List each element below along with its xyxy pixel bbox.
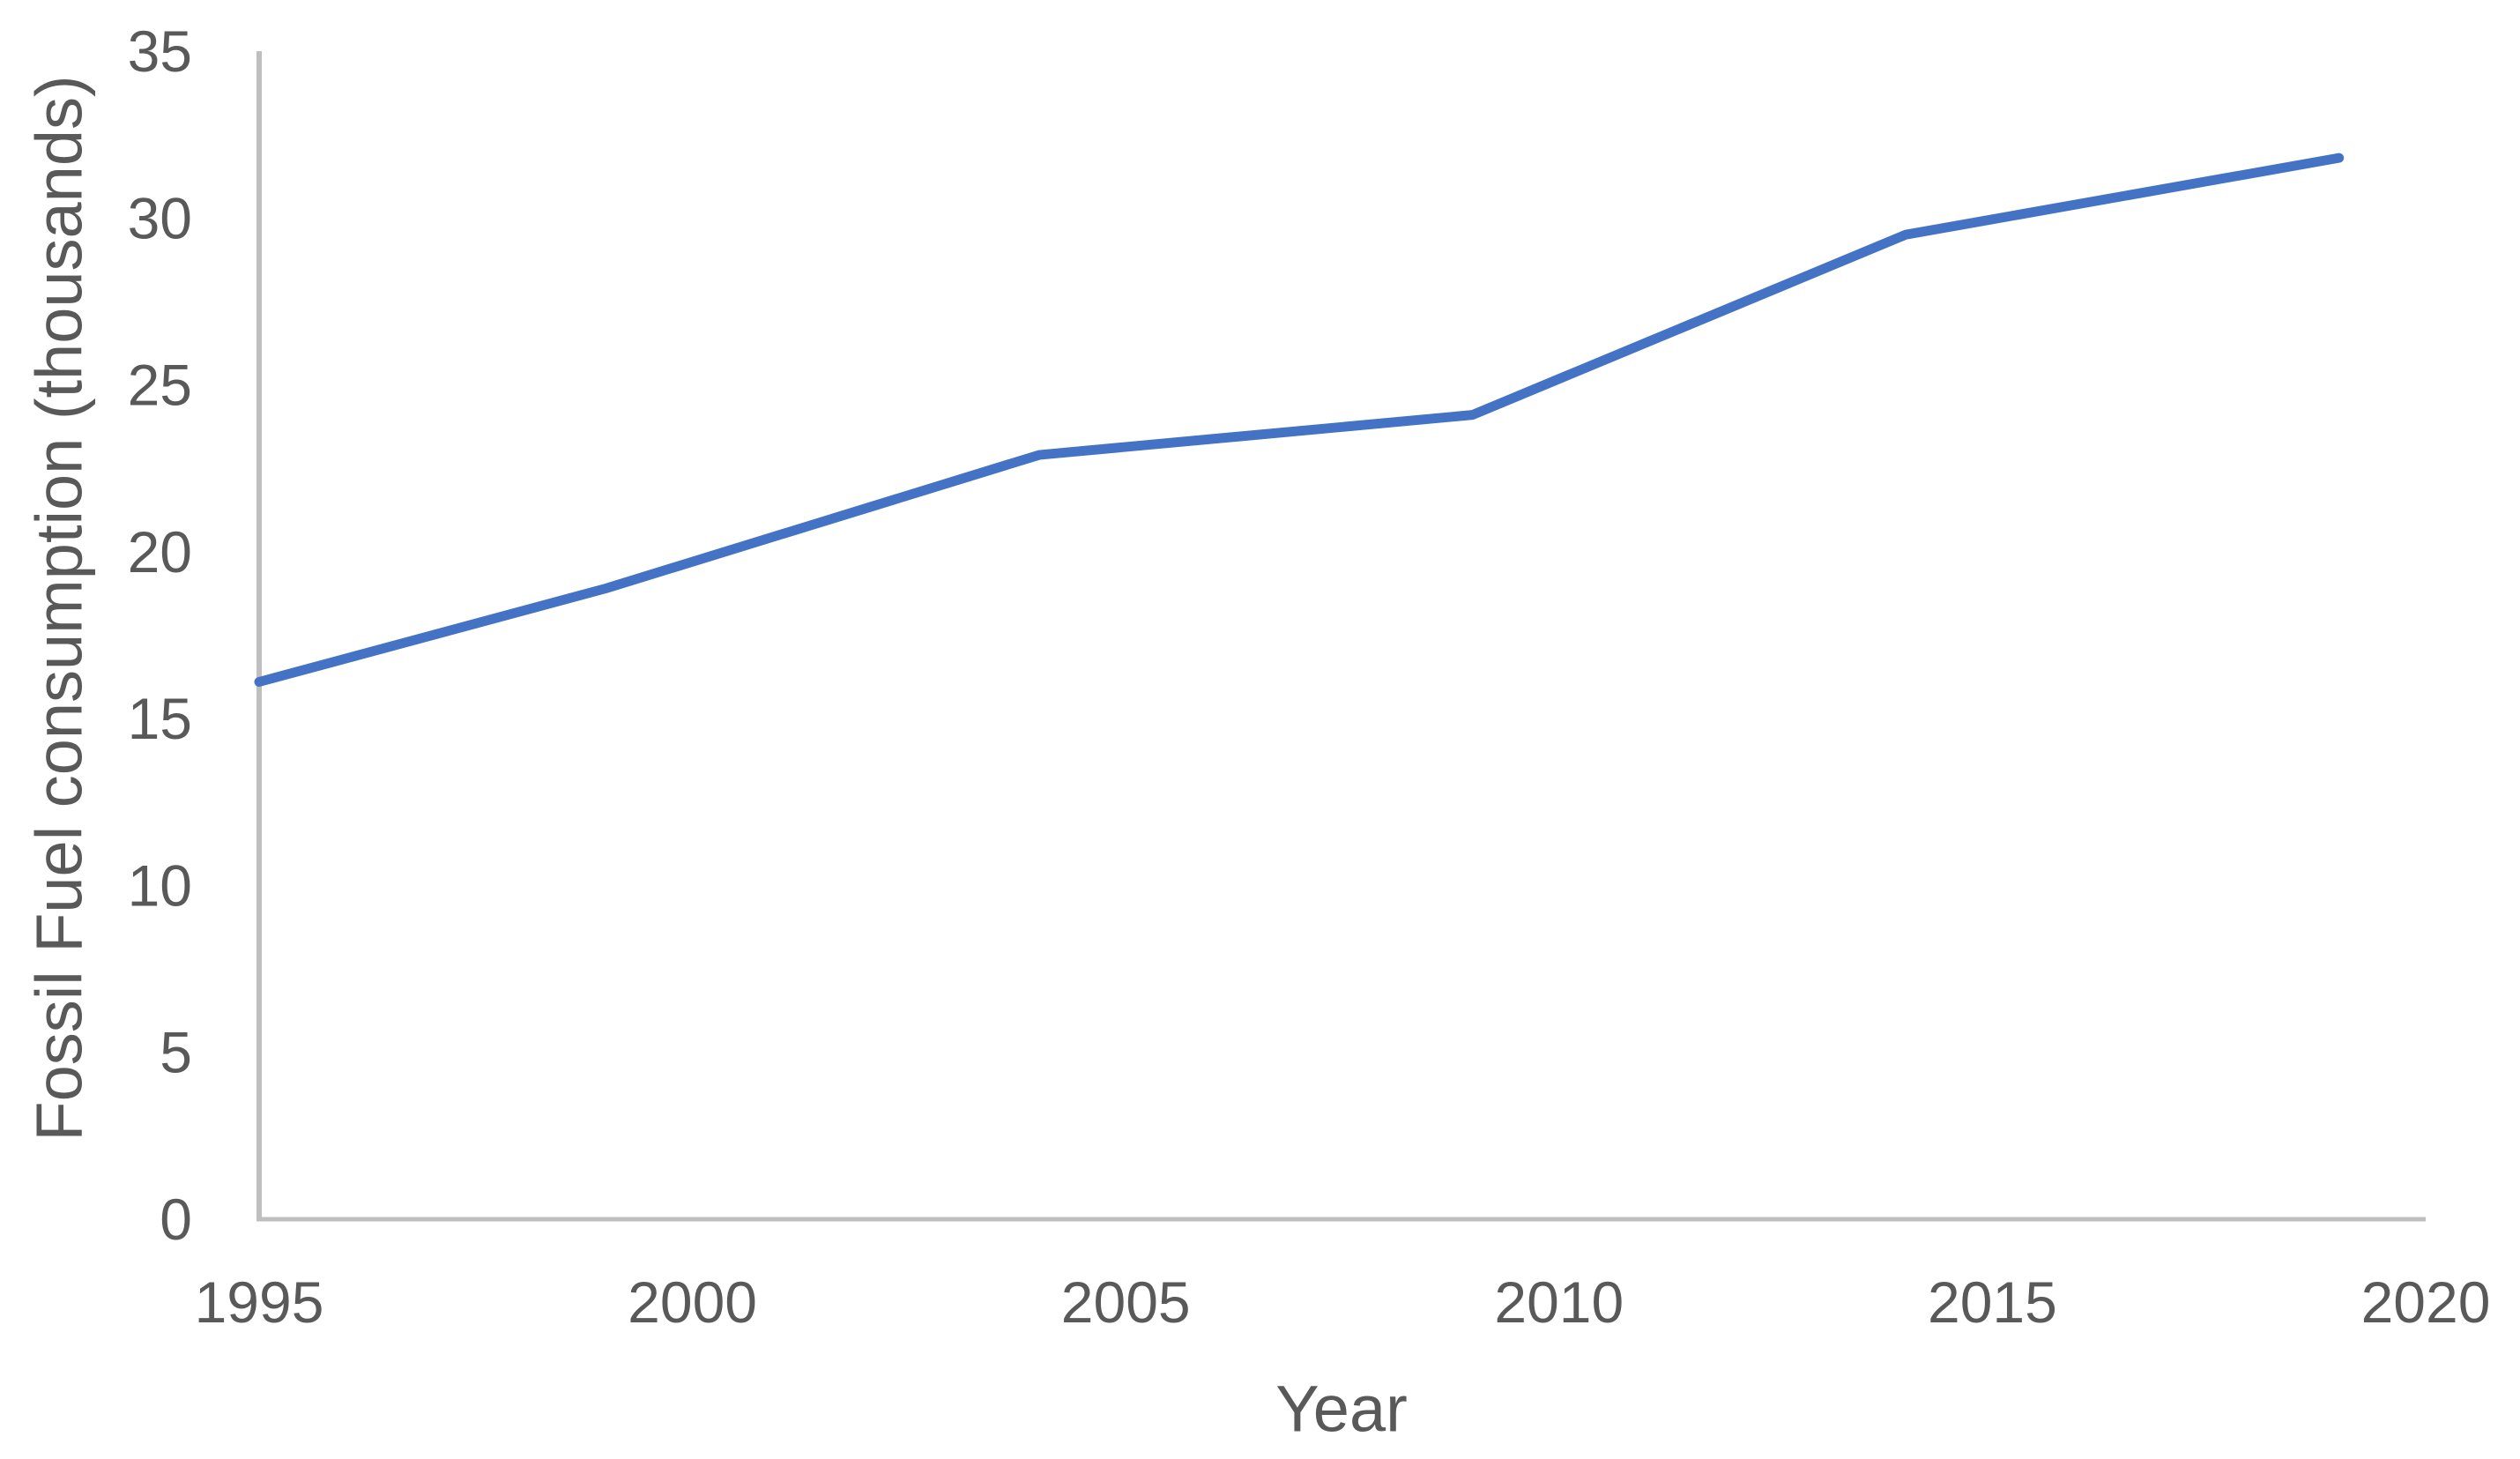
- x-tick-label: 2000: [628, 1269, 757, 1335]
- y-tick-label: 30: [128, 185, 192, 250]
- data-series-line: [254, 153, 2345, 687]
- x-tick-label: 2005: [1061, 1269, 1191, 1335]
- axes: [256, 51, 2426, 1222]
- x-tick-label: 1995: [195, 1269, 324, 1335]
- x-axis-title: Year: [1275, 1373, 1408, 1446]
- x-tick-label: 2015: [1928, 1269, 2057, 1335]
- y-tick-label: 20: [128, 519, 192, 584]
- x-tick-label: 2020: [2361, 1269, 2491, 1335]
- y-axis-tick-labels: 0 5 10 15 20 25 30 35: [128, 19, 192, 1252]
- y-tick-label: 25: [128, 353, 192, 418]
- y-tick-label: 15: [128, 686, 192, 751]
- y-tick-label: 5: [160, 1020, 192, 1085]
- y-tick-label: 35: [128, 19, 192, 84]
- y-tick-label: 0: [160, 1187, 192, 1252]
- x-axis-tick-labels: 1995 2000 2005 2010 2015 2020: [195, 1269, 2491, 1335]
- y-axis-title: Fossil Fuel consumption (thousands): [23, 75, 96, 1141]
- x-tick-label: 2010: [1494, 1269, 1624, 1335]
- y-tick-label: 10: [128, 852, 192, 918]
